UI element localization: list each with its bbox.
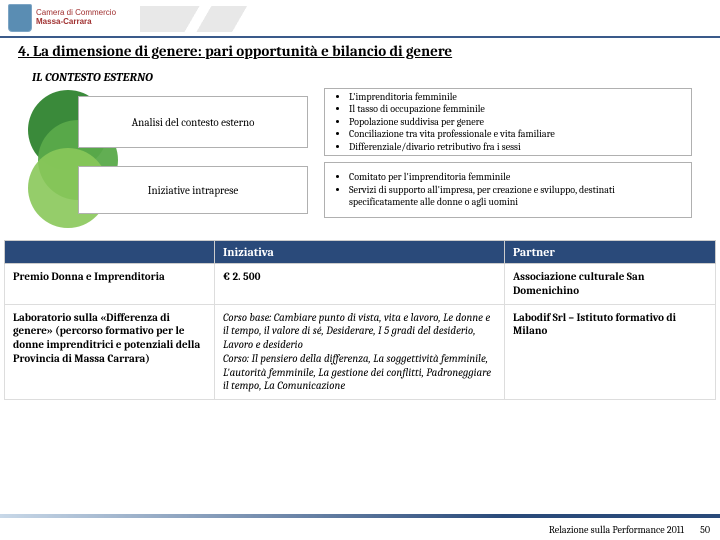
cell-iniziativa: € 2. 500 — [215, 264, 505, 305]
corso-text: Il pensiero della differenza, La soggett… — [223, 352, 491, 393]
label-iniziative-text: Iniziative intraprese — [148, 184, 239, 197]
corso-base-label: Corso base: — [223, 311, 274, 324]
logo-crest-icon — [8, 4, 32, 32]
bullets-box-1: L'imprenditoria femminile Il tasso di oc… — [324, 88, 692, 156]
table-header: Iniziativa — [215, 241, 505, 264]
bullet-item: L'imprenditoria femminile — [349, 91, 555, 104]
cell-name-text: Premio Donna e Imprenditoria — [13, 270, 165, 283]
footer-text: Relazione sulla Performance 2011 — [549, 524, 684, 536]
cell-name: Laboratorio sulla «Differenza di genere»… — [5, 304, 215, 400]
cell-partner-text: Labodif Srl – Istituto formativo di Mila… — [513, 311, 676, 338]
header-band: Camera di Commercio Massa-Carrara — [0, 0, 720, 38]
cell-name: Premio Donna e Imprenditoria — [5, 264, 215, 305]
table-row: Premio Donna e Imprenditoria € 2. 500 As… — [5, 264, 716, 305]
bullets-box-2: Comitato per l'imprenditoria femminile S… — [324, 162, 692, 218]
cell-iniziativa: Corso base: Cambiare punto di vista, vit… — [215, 304, 505, 400]
bullets-list-1: L'imprenditoria femminile Il tasso di oc… — [341, 91, 555, 154]
table-header: Partner — [505, 241, 716, 264]
page-number: 50 — [700, 524, 710, 536]
table-header-row: Iniziativa Partner — [5, 241, 716, 264]
corso-label: Corso: — [223, 352, 251, 365]
bullet-item: Comitato per l'imprenditoria femminile — [349, 171, 683, 184]
bullet-item: Conciliazione tra vita professionale e v… — [349, 128, 555, 141]
initiatives-table: Iniziativa Partner Premio Donna e Impren… — [4, 240, 716, 400]
header-decor — [140, 6, 720, 32]
page-title: 4. La dimensione di genere: pari opportu… — [18, 42, 452, 60]
org-name: Camera di Commercio Massa-Carrara — [36, 9, 116, 27]
context-diagram: Analisi del contesto esterno Iniziative … — [28, 88, 692, 230]
label-analisi-text: Analisi del contesto esterno — [132, 116, 255, 129]
bullet-item: Popolazione suddivisa per genere — [349, 116, 555, 129]
bullet-item: Servizi di supporto all'impresa, per cre… — [349, 184, 683, 209]
cell-name-text: Laboratorio sulla «Differenza di genere»… — [13, 311, 200, 365]
section-subtitle: IL CONTESTO ESTERNO — [32, 70, 153, 84]
footer-band — [0, 514, 720, 518]
table-row: Laboratorio sulla «Differenza di genere»… — [5, 304, 716, 400]
label-box-iniziative: Iniziative intraprese — [78, 166, 308, 214]
org-line2: Massa-Carrara — [36, 18, 116, 27]
bullet-item: Differenziale/divario retributivo fra i … — [349, 141, 555, 154]
bullet-item: Il tasso di occupazione femminile — [349, 103, 555, 116]
cell-partner: Labodif Srl – Istituto formativo di Mila… — [505, 304, 716, 400]
label-box-analisi: Analisi del contesto esterno — [78, 96, 308, 148]
cell-iniziativa-text: € 2. 500 — [223, 270, 260, 283]
cell-partner-text: Associazione culturale San Domenichino — [513, 270, 644, 297]
table-header — [5, 241, 215, 264]
bullets-list-2: Comitato per l'imprenditoria femminile S… — [341, 171, 683, 209]
cell-partner: Associazione culturale San Domenichino — [505, 264, 716, 305]
